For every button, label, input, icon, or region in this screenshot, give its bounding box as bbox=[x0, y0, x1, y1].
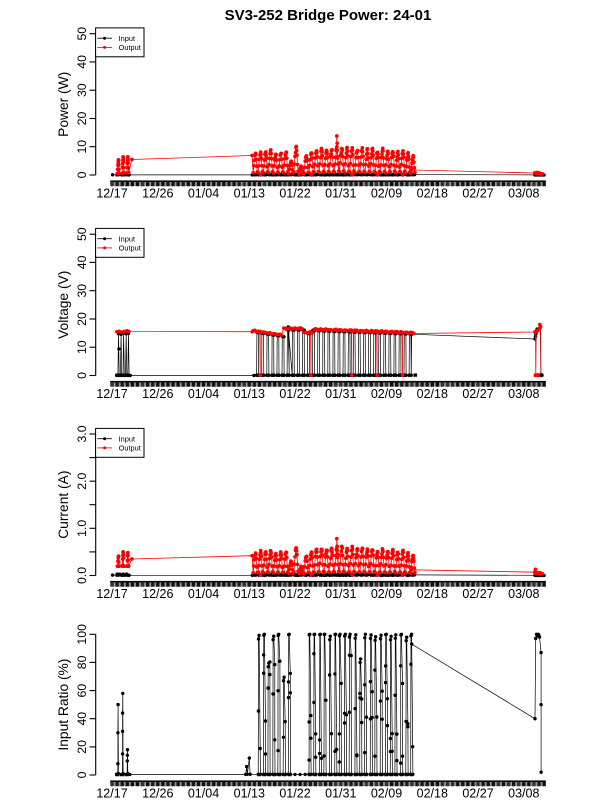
svg-text:01/13: 01/13 bbox=[234, 387, 265, 401]
svg-text:Power (W): Power (W) bbox=[56, 72, 71, 137]
svg-text:02/18: 02/18 bbox=[417, 186, 448, 200]
svg-text:12/26: 12/26 bbox=[142, 786, 173, 800]
svg-text:20: 20 bbox=[75, 312, 89, 326]
svg-text:01/04: 01/04 bbox=[188, 186, 219, 200]
svg-text:01/04: 01/04 bbox=[188, 387, 219, 401]
svg-text:Input: Input bbox=[119, 34, 135, 43]
svg-text:01/13: 01/13 bbox=[234, 786, 265, 800]
svg-text:40: 40 bbox=[75, 255, 89, 269]
svg-text:0: 0 bbox=[75, 771, 89, 778]
svg-text:2.0: 2.0 bbox=[75, 472, 89, 489]
svg-text:02/27: 02/27 bbox=[462, 387, 493, 401]
svg-text:12/17: 12/17 bbox=[96, 786, 127, 800]
svg-text:02/09: 02/09 bbox=[371, 186, 402, 200]
svg-text:02/18: 02/18 bbox=[417, 387, 448, 401]
svg-text:02/09: 02/09 bbox=[371, 587, 402, 601]
svg-text:20: 20 bbox=[75, 740, 89, 754]
svg-text:02/09: 02/09 bbox=[371, 387, 402, 401]
svg-text:30: 30 bbox=[75, 83, 89, 97]
svg-text:01/04: 01/04 bbox=[188, 587, 219, 601]
svg-text:12/26: 12/26 bbox=[142, 387, 173, 401]
svg-text:01/22: 01/22 bbox=[279, 786, 310, 800]
svg-text:03/08: 03/08 bbox=[508, 786, 539, 800]
svg-text:30: 30 bbox=[75, 284, 89, 298]
svg-text:02/27: 02/27 bbox=[462, 186, 493, 200]
svg-text:Input Ratio (%): Input Ratio (%) bbox=[56, 659, 71, 751]
svg-text:12/26: 12/26 bbox=[142, 186, 173, 200]
svg-text:02/18: 02/18 bbox=[417, 587, 448, 601]
svg-text:12/17: 12/17 bbox=[96, 587, 127, 601]
svg-text:01/22: 01/22 bbox=[279, 387, 310, 401]
svg-text:01/13: 01/13 bbox=[234, 587, 265, 601]
svg-text:01/31: 01/31 bbox=[325, 786, 356, 800]
svg-text:1.0: 1.0 bbox=[75, 520, 89, 537]
svg-text:Input: Input bbox=[119, 434, 135, 443]
svg-text:12/26: 12/26 bbox=[142, 587, 173, 601]
svg-text:03/08: 03/08 bbox=[508, 186, 539, 200]
svg-text:01/22: 01/22 bbox=[279, 587, 310, 601]
svg-text:Output: Output bbox=[119, 43, 141, 52]
svg-text:02/27: 02/27 bbox=[462, 587, 493, 601]
svg-text:12/17: 12/17 bbox=[96, 387, 127, 401]
svg-text:Input: Input bbox=[119, 234, 135, 243]
svg-text:10: 10 bbox=[75, 340, 89, 354]
svg-text:0.0: 0.0 bbox=[75, 567, 89, 584]
svg-text:01/31: 01/31 bbox=[325, 387, 356, 401]
svg-text:0: 0 bbox=[75, 372, 89, 379]
svg-text:80: 80 bbox=[75, 655, 89, 669]
svg-text:40: 40 bbox=[75, 712, 89, 726]
svg-text:SV3-252 Bridge Power: 24-01: SV3-252 Bridge Power: 24-01 bbox=[225, 7, 432, 24]
svg-text:10: 10 bbox=[75, 140, 89, 154]
svg-text:Output: Output bbox=[119, 444, 141, 453]
svg-text:50: 50 bbox=[75, 27, 89, 41]
svg-text:01/22: 01/22 bbox=[279, 186, 310, 200]
svg-text:03/08: 03/08 bbox=[508, 587, 539, 601]
svg-text:Current (A): Current (A) bbox=[56, 471, 71, 539]
svg-text:20: 20 bbox=[75, 112, 89, 126]
svg-text:02/18: 02/18 bbox=[417, 786, 448, 800]
svg-text:01/31: 01/31 bbox=[325, 587, 356, 601]
svg-text:Voltage (V): Voltage (V) bbox=[56, 271, 71, 339]
svg-text:01/13: 01/13 bbox=[234, 186, 265, 200]
svg-text:12/17: 12/17 bbox=[96, 186, 127, 200]
svg-text:50: 50 bbox=[75, 227, 89, 241]
svg-text:0: 0 bbox=[75, 171, 89, 178]
svg-text:01/04: 01/04 bbox=[188, 786, 219, 800]
svg-text:01/31: 01/31 bbox=[325, 186, 356, 200]
svg-text:40: 40 bbox=[75, 55, 89, 69]
svg-text:03/08: 03/08 bbox=[508, 387, 539, 401]
svg-text:Output: Output bbox=[119, 244, 141, 253]
svg-text:02/09: 02/09 bbox=[371, 786, 402, 800]
svg-text:02/27: 02/27 bbox=[462, 786, 493, 800]
svg-text:3.0: 3.0 bbox=[75, 425, 89, 442]
svg-text:60: 60 bbox=[75, 684, 89, 698]
svg-text:100: 100 bbox=[75, 624, 89, 645]
